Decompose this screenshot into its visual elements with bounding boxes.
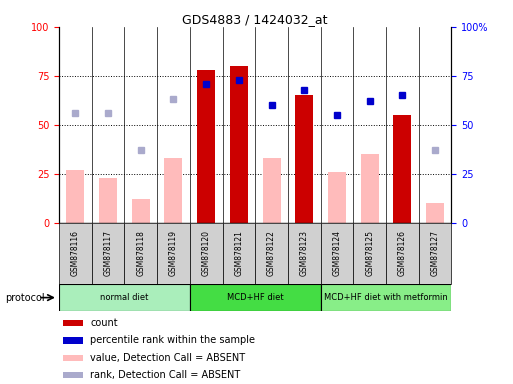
Bar <box>197 70 215 223</box>
Bar <box>59 223 92 284</box>
Text: GSM878124: GSM878124 <box>332 230 342 276</box>
Bar <box>295 95 313 223</box>
Bar <box>321 223 353 284</box>
Bar <box>321 284 451 311</box>
Bar <box>419 223 451 284</box>
Bar <box>63 320 83 326</box>
Text: GSM878122: GSM878122 <box>267 230 276 276</box>
Bar <box>63 338 83 344</box>
Text: GSM878121: GSM878121 <box>234 230 243 276</box>
Text: value, Detection Call = ABSENT: value, Detection Call = ABSENT <box>90 353 246 363</box>
Text: percentile rank within the sample: percentile rank within the sample <box>90 336 255 346</box>
Text: GSM878125: GSM878125 <box>365 230 374 276</box>
Text: GSM878116: GSM878116 <box>71 230 80 276</box>
Bar <box>124 223 157 284</box>
Bar <box>393 115 411 223</box>
Title: GDS4883 / 1424032_at: GDS4883 / 1424032_at <box>183 13 328 26</box>
Bar <box>353 223 386 284</box>
Bar <box>59 284 190 311</box>
Text: normal diet: normal diet <box>100 293 149 302</box>
Bar <box>66 170 84 223</box>
Text: count: count <box>90 318 118 328</box>
Text: rank, Detection Call = ABSENT: rank, Detection Call = ABSENT <box>90 370 241 380</box>
Bar <box>426 203 444 223</box>
Text: GSM878119: GSM878119 <box>169 230 178 276</box>
Text: GSM878127: GSM878127 <box>430 230 440 276</box>
Bar <box>190 284 321 311</box>
Text: GSM878126: GSM878126 <box>398 230 407 276</box>
Bar <box>165 158 183 223</box>
Bar <box>99 178 117 223</box>
Bar <box>361 154 379 223</box>
Bar <box>223 223 255 284</box>
Text: GSM878123: GSM878123 <box>300 230 309 276</box>
Bar <box>263 158 281 223</box>
Bar <box>132 199 150 223</box>
Text: MCD+HF diet with metformin: MCD+HF diet with metformin <box>324 293 448 302</box>
Bar <box>63 355 83 361</box>
Bar <box>92 223 125 284</box>
Text: GSM878118: GSM878118 <box>136 230 145 276</box>
Text: MCD+HF diet: MCD+HF diet <box>227 293 284 302</box>
Bar <box>63 372 83 378</box>
Text: GSM878117: GSM878117 <box>104 230 112 276</box>
Text: GSM878120: GSM878120 <box>202 230 211 276</box>
Bar <box>190 223 223 284</box>
Bar <box>157 223 190 284</box>
Bar <box>230 66 248 223</box>
Text: protocol: protocol <box>5 293 45 303</box>
Bar <box>288 223 321 284</box>
Bar <box>255 223 288 284</box>
Bar <box>328 172 346 223</box>
Bar <box>386 223 419 284</box>
